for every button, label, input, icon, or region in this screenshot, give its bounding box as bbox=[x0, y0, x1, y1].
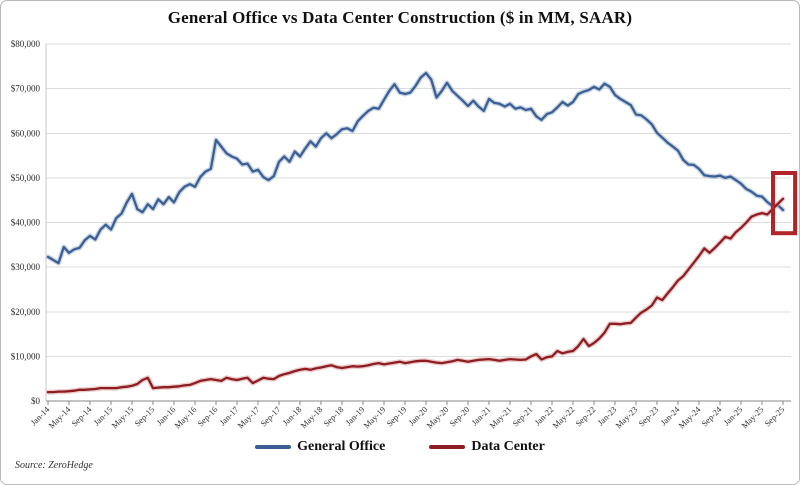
y-axis-tick-label: $0 bbox=[31, 396, 41, 406]
x-axis-tick-label: May-25 bbox=[739, 404, 765, 430]
data-center-line-swatch bbox=[429, 445, 466, 449]
y-axis-tick-label: $70,000 bbox=[11, 84, 41, 94]
x-axis-tick-label: May-17 bbox=[235, 404, 261, 430]
crossover-highlight-box bbox=[771, 171, 798, 236]
x-axis-tick-label: Sep-18 bbox=[321, 404, 345, 428]
x-axis-tick-label: May-22 bbox=[550, 404, 576, 430]
y-axis-tick-label: $80,000 bbox=[11, 39, 41, 49]
y-axis-tick-label: $60,000 bbox=[11, 128, 41, 138]
x-axis-tick-label: May-18 bbox=[298, 404, 324, 430]
x-axis-tick-label: Sep-24 bbox=[699, 404, 724, 429]
x-axis-tick-label: Sep-14 bbox=[69, 404, 94, 429]
y-axis-tick-label: $10,000 bbox=[11, 351, 41, 361]
y-axis-tick-label: $30,000 bbox=[11, 262, 41, 272]
x-axis-tick-label: Sep-20 bbox=[447, 404, 471, 428]
y-axis-tick-label: $40,000 bbox=[11, 218, 41, 228]
data-center-line bbox=[46, 197, 785, 394]
x-axis-tick-label: May-16 bbox=[172, 404, 198, 430]
x-axis-tick-label: Sep-15 bbox=[132, 404, 156, 428]
x-axis-tick-label: May-15 bbox=[109, 404, 135, 430]
x-axis-tick-label: Sep-25 bbox=[762, 404, 786, 428]
chart-legend: General Office Data Center bbox=[1, 439, 799, 455]
x-axis-tick-label: Sep-23 bbox=[636, 404, 660, 428]
x-axis-tick-label: Sep-19 bbox=[384, 404, 408, 428]
x-axis-tick-label: May-14 bbox=[46, 404, 73, 431]
x-axis-tick-label: May-21 bbox=[487, 404, 513, 430]
legend-item-general-office: General Office bbox=[255, 439, 385, 455]
x-axis-tick-label: May-23 bbox=[613, 404, 639, 430]
general-office-line-swatch bbox=[255, 445, 292, 449]
y-axis-tick-label: $20,000 bbox=[11, 307, 41, 317]
legend-item-data-center: Data Center bbox=[429, 439, 545, 455]
x-axis-tick-label: May-20 bbox=[424, 404, 450, 430]
x-axis-tick-label: Sep-22 bbox=[573, 404, 597, 428]
general-office-line bbox=[46, 71, 785, 265]
x-axis-tick-label: Sep-21 bbox=[510, 404, 534, 428]
x-axis-tick-label: Sep-17 bbox=[258, 404, 282, 428]
chart-title: General Office vs Data Center Constructi… bbox=[167, 8, 633, 27]
source-note: Source: ZeroHedge bbox=[15, 460, 93, 471]
x-axis-tick-label: Sep-16 bbox=[195, 404, 219, 428]
x-axis-tick-label: May-24 bbox=[676, 404, 703, 431]
legend-label-data-center: Data Center bbox=[471, 439, 545, 454]
y-axis-tick-label: $50,000 bbox=[11, 173, 41, 183]
legend-label-general-office: General Office bbox=[297, 439, 386, 454]
x-axis-tick-label: May-19 bbox=[361, 404, 387, 430]
